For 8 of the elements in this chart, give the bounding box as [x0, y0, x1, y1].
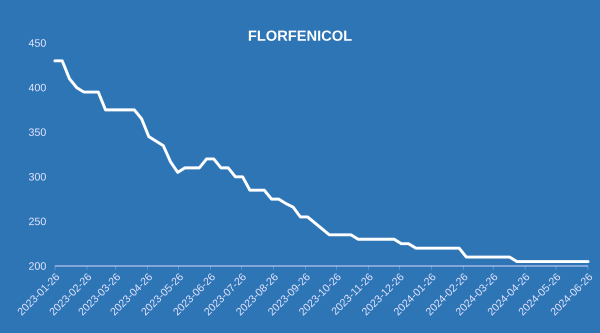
y-tick-label: 300: [28, 173, 46, 181]
y-tick-label: 200: [29, 262, 46, 270]
y-tick-label: 250: [29, 218, 46, 226]
y-tick-label: 400: [28, 84, 46, 92]
y-tick-label: 350: [28, 128, 46, 136]
chart-title: FLORFENICOL: [248, 30, 352, 41]
y-tick-label: 450: [28, 39, 46, 47]
line-series: [54, 59, 590, 264]
